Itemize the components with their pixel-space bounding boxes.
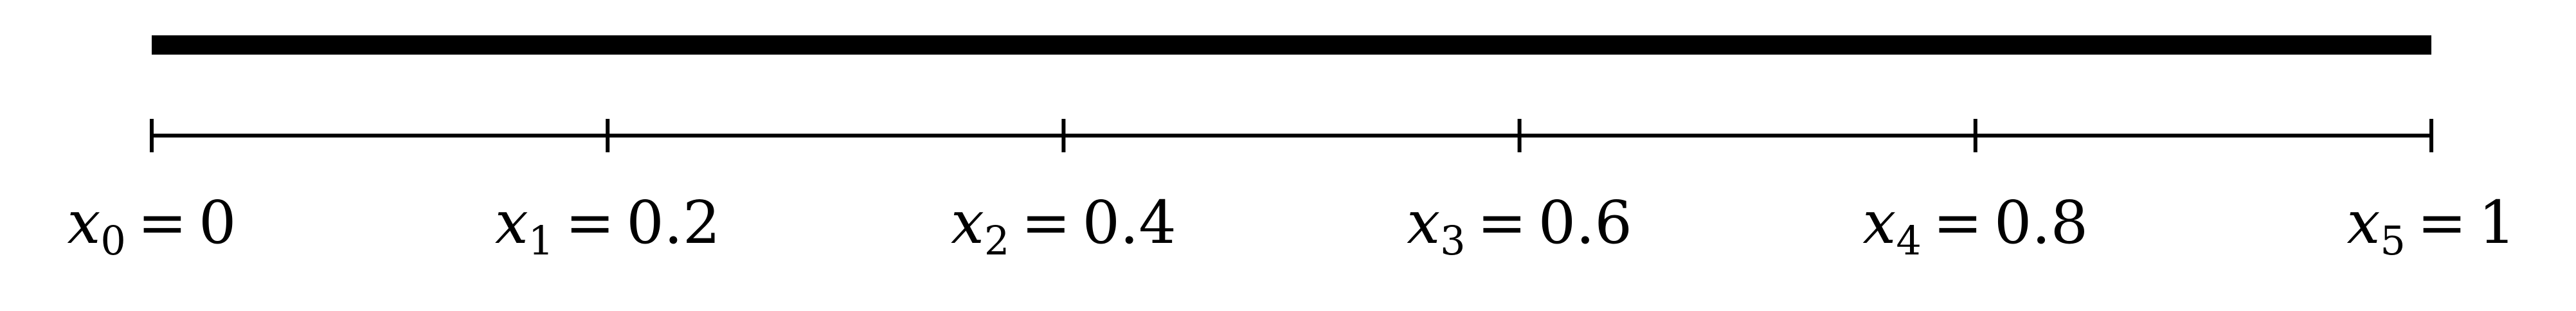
node-label: x2 = 0.4	[951, 188, 1176, 264]
node-label-variable: x	[1862, 188, 1896, 257]
node-label-equals: =	[1477, 188, 1527, 257]
node-label-subscript: 1	[528, 217, 554, 264]
node-label: x1 = 0.2	[495, 188, 721, 264]
node-label-variable: x	[2347, 188, 2381, 257]
node-label-equals: =	[138, 188, 187, 257]
node-label-variable: x	[951, 188, 984, 257]
node-label-equals: =	[1021, 188, 1070, 257]
node-label-value: 0.8	[1994, 188, 2088, 257]
node-label-subscript: 3	[1440, 217, 1465, 264]
node-label-equals: =	[1933, 188, 1983, 257]
node-label-value: 1	[2478, 188, 2516, 257]
node-label-value: 0.6	[1538, 188, 1632, 257]
node-label-equals: =	[565, 188, 615, 257]
node-label: x4 = 0.8	[1862, 188, 2088, 264]
node-label-equals: =	[2417, 188, 2467, 257]
node-label: x3 = 0.6	[1407, 188, 1632, 264]
node-label-subscript: 4	[1896, 217, 1921, 264]
node-label-value: 0	[199, 188, 237, 257]
node-label-variable: x	[495, 188, 528, 257]
node-label-value: 0.4	[1082, 188, 1176, 257]
label-layer: x0 = 0 x1 = 0.2 x2 = 0.4 x3 = 0.6 x4 = 0.8 x5 = 1	[68, 188, 2516, 264]
node-label-subscript: 5	[2380, 217, 2405, 264]
node-label: x0 = 0	[68, 188, 237, 264]
node-label-subscript: 2	[984, 217, 1009, 264]
tick-layer	[150, 119, 2433, 152]
node-label: x5 = 1	[2347, 188, 2516, 264]
node-label-variable: x	[1407, 188, 1440, 257]
node-label-variable: x	[68, 188, 101, 257]
node-label-value: 0.2	[626, 188, 720, 257]
node-label-subscript: 0	[100, 217, 125, 264]
